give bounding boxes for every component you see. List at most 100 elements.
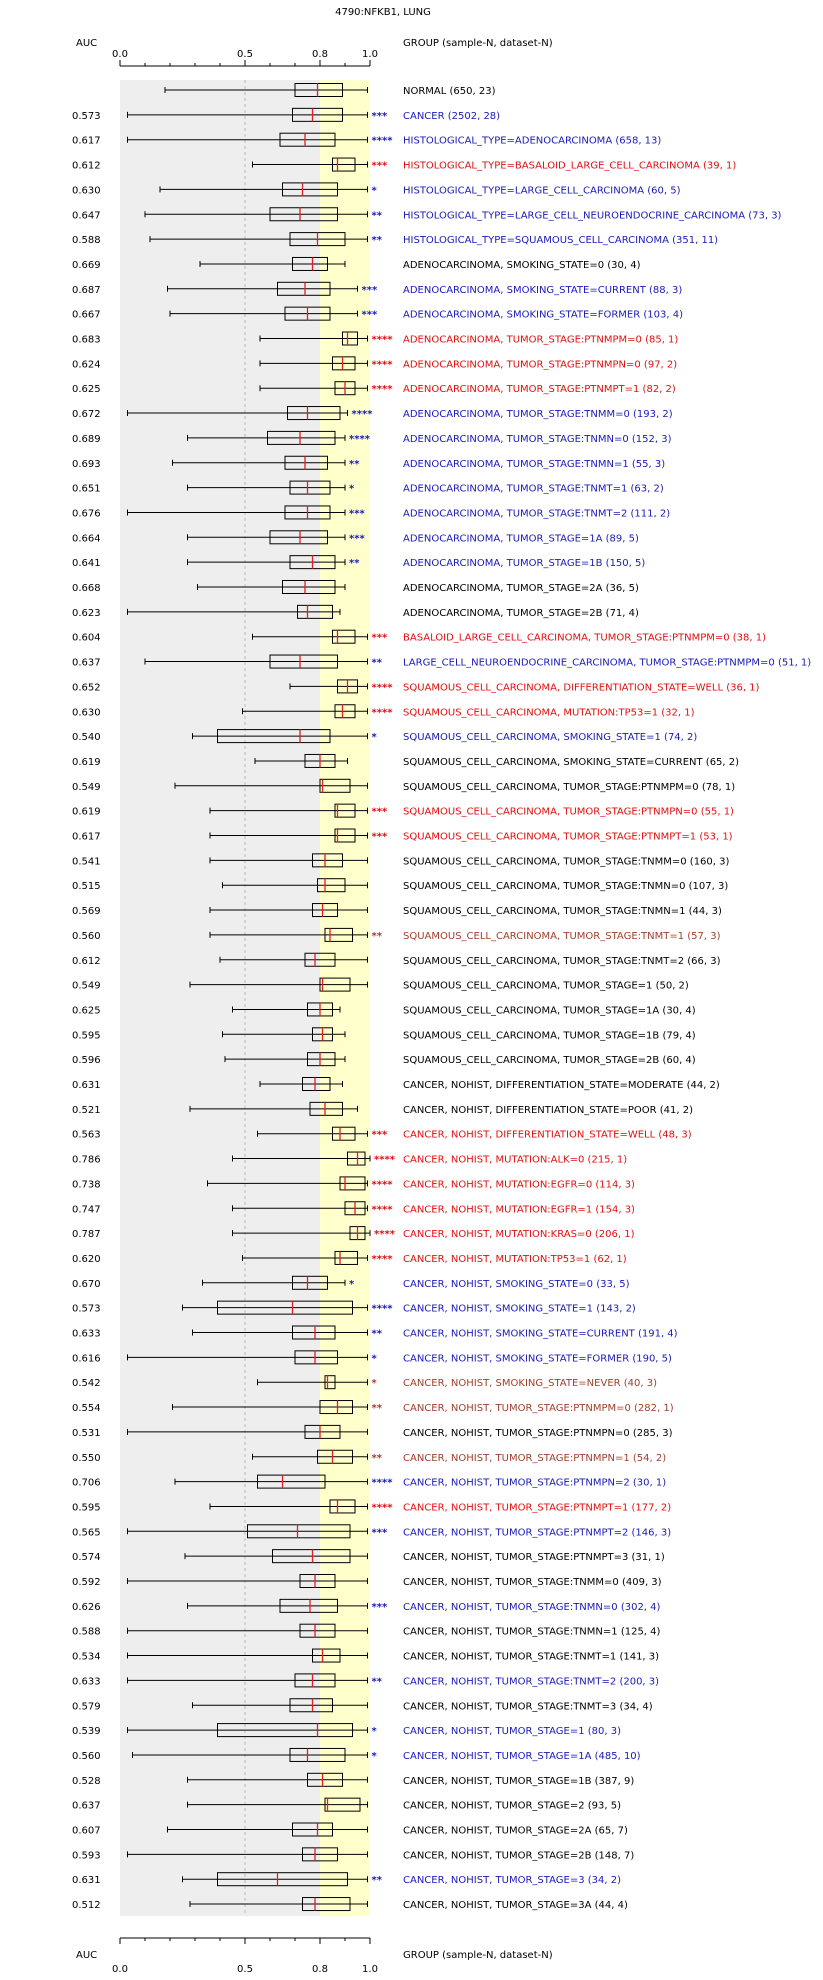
iqr-box: [284, 455, 328, 470]
table-row: 0.554 ** CANCER, NOHIST, TUMOR_STAGE:PTNMP…: [72, 1400, 674, 1415]
iqr-box: [302, 1077, 331, 1091]
significance-stars: ****: [349, 434, 371, 445]
significance-stars: ***: [349, 508, 365, 519]
tick-label: 0.0: [112, 49, 128, 60]
auc-value: 0.689: [72, 434, 101, 445]
group-label: CANCER, NOHIST, TUMOR_STAGE:TNMT=2 (200,…: [403, 1676, 659, 1687]
chart-title: 4790:NFKB1, LUNG: [335, 7, 431, 18]
group-label: SQUAMOUS_CELL_CARCINOMA, TUMOR_STAGE=2B …: [403, 1055, 696, 1066]
auc-value: 0.563: [72, 1130, 101, 1141]
auc-value: 0.624: [72, 359, 101, 370]
iqr-box: [294, 1350, 338, 1365]
significance-stars: **: [372, 1329, 383, 1340]
group-label: CANCER, NOHIST, TUMOR_STAGE=1B (387, 9): [403, 1776, 634, 1787]
significance-stars: *: [372, 732, 378, 743]
auc-value: 0.596: [72, 1055, 101, 1066]
iqr-box: [294, 1673, 336, 1688]
iqr-box: [342, 331, 358, 346]
iqr-box: [272, 1549, 351, 1564]
group-label: CANCER, NOHIST, SMOKING_STATE=CURRENT (1…: [403, 1329, 678, 1340]
table-row: 0.664 *** ADENOCARCINOMA, TUMOR_STAGE=1A (…: [72, 530, 639, 545]
group-label: LARGE_CELL_NEUROENDOCRINE_CARCINOMA, TUM…: [403, 658, 811, 669]
table-row: 0.625 **** ADENOCARCINOMA, TUMOR_STAGE:PTN…: [72, 381, 676, 396]
group-label: ADENOCARCINOMA, SMOKING_STATE=0 (30, 4): [403, 260, 641, 271]
group-label: SQUAMOUS_CELL_CARCINOMA, TUMOR_STAGE:TNM…: [403, 931, 721, 942]
auc-value: 0.612: [72, 161, 101, 172]
auc-value: 0.521: [72, 1105, 101, 1116]
iqr-box: [334, 803, 356, 818]
table-row: 0.588 CANCER, NOHIST, TUMOR_STAGE:TNMN=1 …: [72, 1623, 661, 1638]
group-label: ADENOCARCINOMA, TUMOR_STAGE=2B (71, 4): [403, 608, 639, 619]
group-label: SQUAMOUS_CELL_CARCINOMA, TUMOR_STAGE:TNM…: [403, 956, 721, 967]
significance-stars: ****: [372, 136, 394, 147]
significance-stars: ****: [374, 1155, 396, 1166]
group-label: CANCER, NOHIST, TUMOR_STAGE:TNMT=1 (141,…: [403, 1652, 659, 1663]
table-row: 0.637 ** LARGE_CELL_NEUROENDOCRINE_CARCINO…: [72, 654, 811, 669]
significance-stars: ***: [362, 310, 378, 321]
group-label: SQUAMOUS_CELL_CARCINOMA, TUMOR_STAGE=1B …: [403, 1030, 696, 1041]
auc-value: 0.550: [72, 1453, 101, 1464]
iqr-box: [269, 530, 328, 545]
group-label: CANCER, NOHIST, TUMOR_STAGE=2B (148, 7): [403, 1850, 634, 1861]
auc-value: 0.592: [72, 1577, 101, 1588]
group-label: ADENOCARCINOMA, TUMOR_STAGE:PTNMPT=1 (82…: [403, 384, 676, 395]
significance-stars: **: [349, 558, 360, 569]
table-row: 0.647 ** HISTOLOGICAL_TYPE=LARGE_CELL_NEUR…: [72, 207, 782, 222]
group-label: ADENOCARCINOMA, SMOKING_STATE=FORMER (10…: [403, 310, 683, 321]
table-row: 0.612 *** HISTOLOGICAL_TYPE=BASALOID_LARGE…: [72, 157, 736, 172]
table-row: 0.652 **** SQUAMOUS_CELL_CARCINOMA, DIFFER…: [72, 679, 760, 694]
tick-label: 0.0: [112, 1964, 128, 1975]
table-row: 0.631 CANCER, NOHIST, DIFFERENTIATION_STA…: [72, 1077, 720, 1091]
auc-value: 0.669: [72, 260, 101, 271]
table-row: 0.588 ** HISTOLOGICAL_TYPE=SQUAMOUS_CELL_C…: [72, 232, 718, 247]
tick-label: 1.0: [362, 1964, 378, 1975]
table-row: 0.625 SQUAMOUS_CELL_CARCINOMA, TUMOR_STAG…: [72, 1002, 696, 1017]
auc-footer-label: AUC: [76, 1950, 97, 1961]
bottom-axis: AUC GROUP (sample-N, dataset-N) 0.0 0.5 0.…: [76, 1937, 553, 1975]
auc-value: 0.554: [72, 1403, 101, 1414]
table-row: 0.669 ADENOCARCINOMA, SMOKING_STATE=0 (30…: [72, 256, 641, 271]
group-label: CANCER, NOHIST, TUMOR_STAGE=1 (80, 3): [403, 1726, 621, 1737]
group-label: SQUAMOUS_CELL_CARCINOMA, TUMOR_STAGE:TNM…: [403, 906, 722, 917]
auc-value: 0.672: [72, 409, 101, 420]
iqr-box: [277, 281, 331, 296]
group-label: CANCER, NOHIST, DIFFERENTIATION_STATE=PO…: [403, 1105, 693, 1116]
iqr-box: [302, 1897, 351, 1912]
significance-stars: ***: [372, 633, 388, 644]
table-row: 0.747 **** CANCER, NOHIST, MUTATION:EGFR=1…: [72, 1201, 635, 1216]
group-label: SQUAMOUS_CELL_CARCINOMA, TUMOR_STAGE:TNM…: [403, 856, 730, 867]
significance-stars: **: [372, 1403, 383, 1414]
significance-stars: ****: [372, 707, 394, 718]
auc-value: 0.620: [72, 1254, 101, 1265]
table-row: 0.595 SQUAMOUS_CELL_CARCINOMA, TUMOR_STAG…: [72, 1027, 696, 1042]
auc-value: 0.738: [72, 1179, 101, 1190]
tick-label: 1.0: [362, 49, 378, 60]
table-row: 0.579 CANCER, NOHIST, TUMOR_STAGE:TNMT=3 …: [72, 1698, 653, 1713]
significance-stars: ***: [349, 533, 365, 544]
significance-stars: *: [372, 1353, 378, 1364]
group-label: ADENOCARCINOMA, TUMOR_STAGE:TNMN=1 (55, …: [403, 459, 665, 470]
table-row: 0.619 *** SQUAMOUS_CELL_CARCINOMA, TUMOR_S…: [72, 803, 734, 818]
table-row: 0.534 CANCER, NOHIST, TUMOR_STAGE:TNMT=1 …: [72, 1648, 659, 1663]
tick-label: 0.8: [312, 1964, 328, 1975]
group-label: HISTOLOGICAL_TYPE=LARGE_CELL_NEUROENDOCR…: [403, 210, 782, 221]
auc-value: 0.633: [72, 1329, 101, 1340]
table-row: 0.786 **** CANCER, NOHIST, MUTATION:ALK=0 …: [72, 1151, 627, 1166]
group-label: SQUAMOUS_CELL_CARCINOMA, MUTATION:TP53=1…: [403, 707, 695, 718]
group-footer-label: GROUP (sample-N, dataset-N): [403, 1950, 553, 1961]
group-label: NORMAL (650, 23): [403, 86, 496, 97]
group-label: HISTOLOGICAL_TYPE=SQUAMOUS_CELL_CARCINOM…: [403, 235, 718, 246]
iqr-box: [319, 977, 351, 992]
iqr-box: [334, 1250, 358, 1265]
table-row: 0.631 ** CANCER, NOHIST, TUMOR_STAGE=3 (34…: [72, 1872, 621, 1887]
auc-value: 0.588: [72, 235, 101, 246]
group-label: CANCER, NOHIST, TUMOR_STAGE:PTNMPT=1 (17…: [403, 1502, 671, 1513]
auc-value: 0.626: [72, 1602, 101, 1613]
auc-value: 0.668: [72, 583, 101, 594]
group-label: ADENOCARCINOMA, TUMOR_STAGE:PTNMPN=0 (97…: [403, 359, 677, 370]
table-row: 0.541 SQUAMOUS_CELL_CARCINOMA, TUMOR_STAG…: [72, 853, 730, 868]
iqr-box: [289, 1698, 333, 1713]
auc-value: 0.595: [72, 1502, 101, 1513]
significance-stars: ***: [372, 1527, 388, 1538]
iqr-box: [319, 1400, 353, 1415]
